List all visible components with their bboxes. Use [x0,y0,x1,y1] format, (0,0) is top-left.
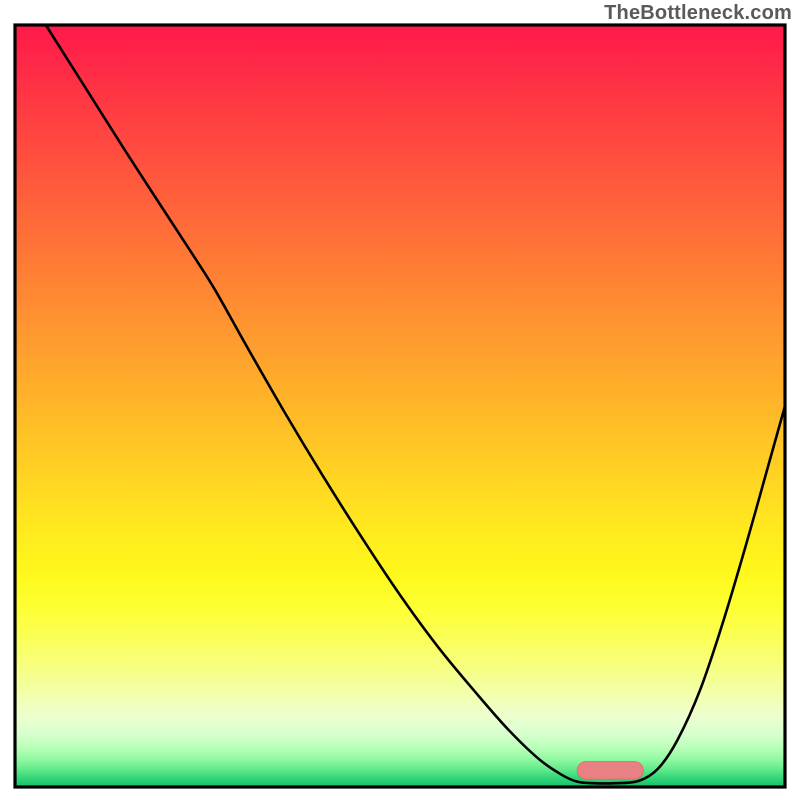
plot-background [15,25,785,787]
optimal-marker [577,761,643,779]
chart-container: TheBottleneck.com [0,0,800,800]
bottleneck-chart [0,0,800,800]
watermark-text: TheBottleneck.com [604,2,792,25]
